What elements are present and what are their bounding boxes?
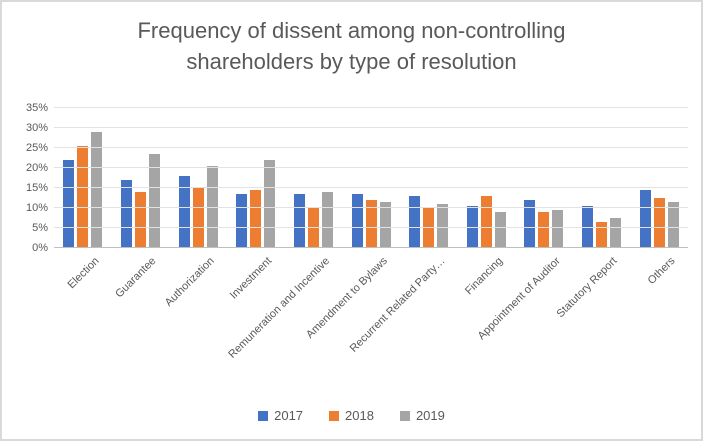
y-axis-tick-label: 25% [25, 142, 48, 154]
x-axis-category-label: Statutory Report [554, 255, 621, 321]
bar-2018 [250, 190, 262, 248]
gridline [54, 227, 688, 228]
x-axis-category-label: Financing [462, 255, 505, 298]
bar-2018 [307, 208, 319, 248]
y-axis-tick-label: 5% [32, 222, 48, 234]
bar-group [400, 108, 458, 248]
bar-2019 [494, 212, 506, 248]
legend-swatch-icon [399, 410, 410, 421]
legend-item-2017: 2017 [258, 408, 303, 423]
bar-2017 [178, 176, 190, 248]
legend-swatch-icon [329, 410, 340, 421]
x-axis-category-label: Authorization [162, 255, 217, 309]
y-axis-tick-label: 35% [25, 102, 48, 114]
bar-2017 [351, 194, 363, 248]
bar-2019 [610, 218, 622, 248]
bar-2018 [653, 198, 665, 248]
bar-group [285, 108, 343, 248]
gridline [54, 147, 688, 148]
bar-2017 [63, 160, 75, 248]
legend-swatch-icon [258, 410, 269, 421]
bar-2018 [596, 222, 608, 248]
x-axis-category-label: Others [645, 255, 678, 287]
bar-2018 [77, 146, 89, 248]
bar-group [112, 108, 170, 248]
x-axis-category-label: Election [65, 255, 102, 292]
bar-2018 [192, 188, 204, 248]
x-axis-category-label: Investment [227, 255, 275, 302]
bar-2017 [639, 190, 651, 248]
gridline [54, 127, 688, 128]
bar-groups [54, 108, 688, 248]
gridline [54, 207, 688, 208]
bar-2019 [321, 192, 333, 248]
x-axis-category-label: Recurrent Related Party… [347, 255, 448, 355]
x-axis-category-label: Remuneration and Incentive [226, 255, 332, 361]
legend-label: 2018 [345, 408, 374, 423]
bar-2019 [379, 202, 391, 248]
bar-2018 [423, 208, 435, 248]
plot-area: 0% 5% 10% 15% 20% 25% 30% 35% Election Guarantee A… [26, 102, 688, 361]
x-axis-category-label: Guarantee [113, 255, 159, 301]
legend: 2017 2018 2019 [2, 408, 701, 423]
bar-2018 [538, 212, 550, 248]
bar-group [515, 108, 573, 248]
x-axis-line [54, 247, 688, 248]
y-axis-tick-label: 0% [32, 242, 48, 254]
y-axis-tick-label: 30% [25, 122, 48, 134]
bar-2019 [148, 154, 160, 248]
legend-item-2018: 2018 [329, 408, 374, 423]
bar-group [227, 108, 285, 248]
bar-2019 [264, 160, 276, 248]
legend-label: 2017 [274, 408, 304, 423]
bar-2019 [552, 210, 564, 248]
y-axis-tick-label: 15% [25, 182, 48, 194]
bar-group [342, 108, 400, 248]
bar-2019 [91, 132, 103, 248]
bar-2017 [236, 194, 248, 248]
bar-2017 [120, 180, 132, 248]
bar-2018 [365, 200, 377, 248]
bar-group [630, 108, 688, 248]
legend-item-2019: 2019 [399, 408, 445, 423]
legend-label: 2019 [415, 408, 445, 423]
bar-2017 [409, 196, 421, 248]
bar-2018 [134, 192, 146, 248]
y-axis-tick-label: 20% [25, 162, 48, 174]
chart-title: Frequency of dissent among non-controlli… [137, 18, 566, 74]
bar-2018 [480, 196, 492, 248]
bar-2017 [293, 194, 305, 248]
bar-group [54, 108, 112, 248]
bar-2019 [437, 204, 449, 248]
bar-2017 [524, 200, 536, 248]
bar-2019 [667, 202, 679, 248]
y-axis-tick-label: 10% [25, 202, 48, 214]
gridline [54, 107, 688, 108]
gridline [54, 167, 688, 168]
gridline [54, 187, 688, 188]
